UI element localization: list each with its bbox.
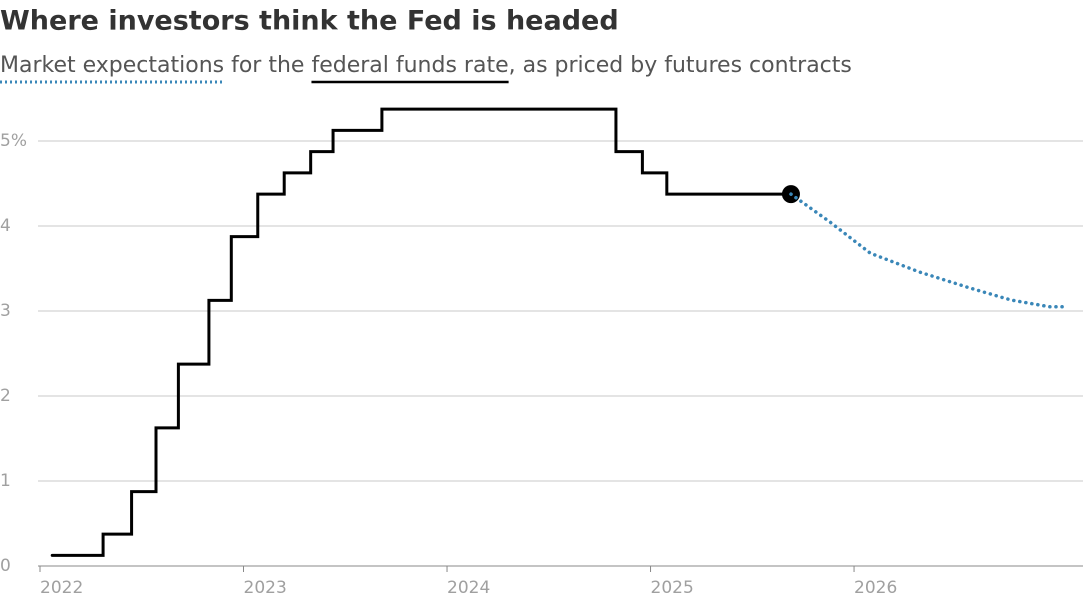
- y-tick-label: 2: [0, 386, 11, 406]
- legend-entry: Market expectations: [0, 53, 224, 78]
- chart-title: Where investors think the Fed is headed: [0, 6, 619, 37]
- x-tick-label: 2024: [447, 578, 490, 598]
- data-line: [50, 107, 793, 557]
- data-line: [789, 192, 1070, 309]
- y-tick-label: 5%: [0, 131, 27, 151]
- y-tick-label: 1: [0, 471, 11, 491]
- x-tick-label: 2023: [244, 578, 287, 598]
- subtitle-text: for the: [231, 53, 304, 78]
- legend-entry: federal funds rate: [311, 53, 508, 78]
- x-tick-label: 2025: [651, 578, 694, 598]
- subtitle-text: , as priced by futures contracts: [509, 53, 852, 78]
- x-tick-label: 2026: [854, 578, 897, 598]
- x-tick-label: 2022: [40, 578, 83, 598]
- y-tick-label: 4: [0, 216, 11, 236]
- y-tick-label: 0: [0, 556, 11, 576]
- y-tick-label: 3: [0, 301, 11, 321]
- chart-subtitle: Market expectations for the federal fund…: [0, 53, 852, 78]
